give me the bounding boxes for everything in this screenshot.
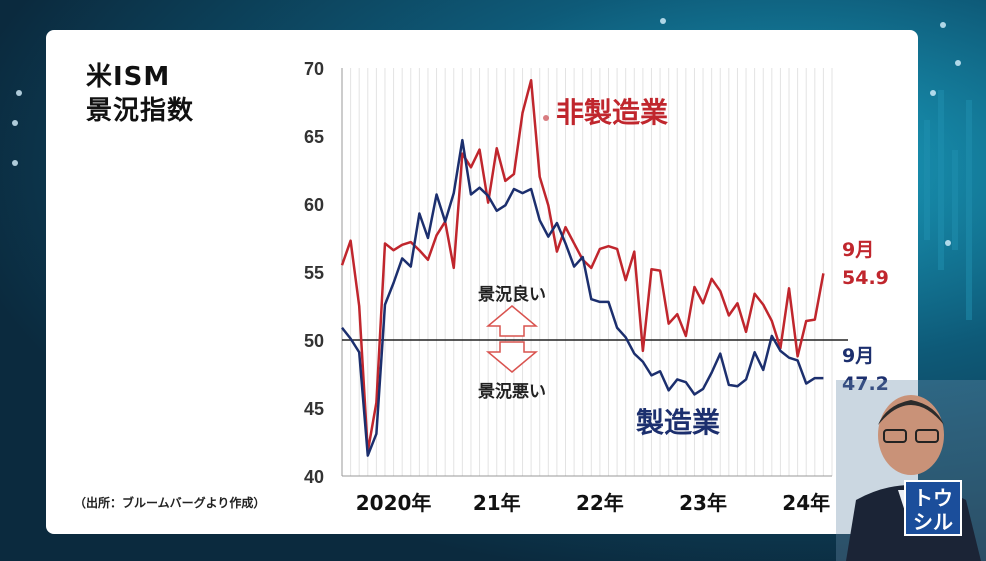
x-tick-label: 22年 bbox=[576, 491, 624, 515]
series-label-non-manufacturing: 非製造業 bbox=[556, 96, 668, 129]
channel-logo: トウ シル bbox=[904, 480, 962, 536]
annotation-arrows bbox=[485, 305, 539, 373]
y-tick-label: 55 bbox=[304, 263, 324, 283]
chart-title-line1: 米ISM bbox=[86, 62, 171, 92]
end-label-value-manufacturing: 47.2 bbox=[842, 373, 889, 395]
chart-title-line2: 景況指数 bbox=[86, 96, 195, 126]
logo-line1: トウ bbox=[913, 486, 953, 510]
arrow-up bbox=[485, 305, 539, 337]
end-label-month-non-manufacturing: 9月 bbox=[842, 239, 874, 261]
x-tick-label: 24年 bbox=[782, 491, 830, 515]
logo-line2: シル bbox=[913, 510, 953, 534]
x-tick-label: 23年 bbox=[679, 491, 727, 515]
series-label-marker bbox=[543, 115, 549, 121]
chart-title: 米ISM 景況指数 bbox=[86, 60, 194, 128]
series-label-manufacturing: 製造業 bbox=[636, 406, 720, 439]
y-tick-label: 60 bbox=[304, 195, 324, 215]
end-label-month-manufacturing: 9月 bbox=[842, 345, 874, 367]
y-tick-label: 70 bbox=[304, 59, 324, 79]
y-tick-label: 50 bbox=[304, 331, 324, 351]
chart-card: 米ISM 景況指数 （出所：ブルームバーグより作成） bbox=[46, 30, 918, 534]
series-line-manufacturing bbox=[341, 138, 824, 457]
y-tick-label: 65 bbox=[304, 127, 324, 147]
end-label-value-non-manufacturing: 54.9 bbox=[842, 267, 889, 289]
source-note: （出所：ブルームバーグより作成） bbox=[74, 496, 266, 510]
x-tick-label: 2020年 bbox=[356, 491, 432, 515]
y-tick-label: 45 bbox=[304, 399, 324, 419]
x-tick-label: 21年 bbox=[473, 491, 521, 515]
background-bars bbox=[916, 60, 986, 480]
annotation-good: 景況良い bbox=[478, 284, 546, 305]
y-tick-label: 40 bbox=[304, 467, 324, 487]
annotation-bad: 景況悪い bbox=[478, 381, 546, 402]
arrow-down bbox=[485, 341, 539, 373]
